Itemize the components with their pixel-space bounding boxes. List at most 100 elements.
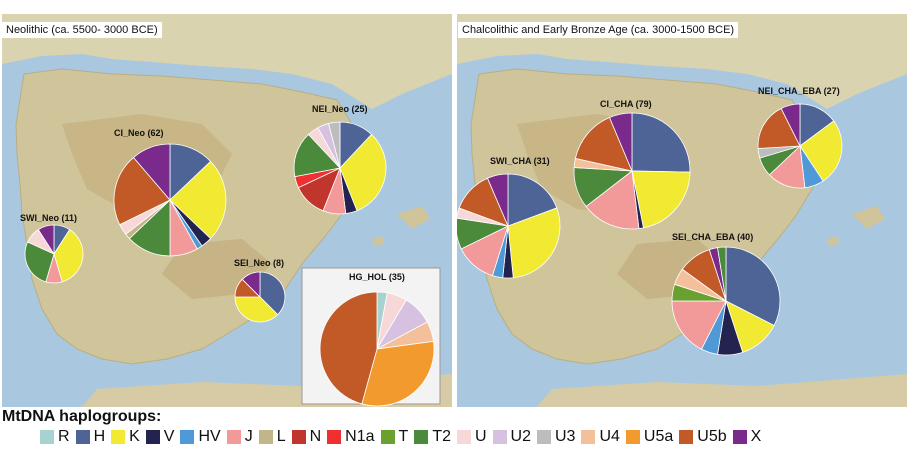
ibiza-island: [372, 236, 384, 246]
legend-swatch: [537, 430, 551, 444]
legend-label: N: [309, 428, 322, 445]
legend-label: L: [276, 428, 286, 445]
pie-label-hg-hol: HG_HOL (35): [349, 272, 405, 282]
legend-swatch: [226, 430, 241, 444]
pie-slice-x: [132, 143, 171, 202]
pie-slice-k: [169, 160, 227, 240]
pie-slice-t2: [293, 133, 341, 178]
pie-slice-t2: [717, 246, 727, 302]
pie-slice-u5b: [574, 117, 633, 172]
pie-slice-h: [631, 112, 691, 173]
pie-ci-neo: CI_Neo (62): [113, 128, 227, 257]
chalcolithic-map: CI_CHA (79) NEI_CHA_EBA (27) SWI_CHA (31) S…: [457, 14, 907, 407]
pie-slice-u5b: [113, 156, 171, 226]
legend-item-u: U: [456, 428, 487, 446]
legend-swatch: [732, 430, 747, 444]
pie-slice-u5b: [757, 107, 801, 149]
legend-label: U5a: [643, 428, 674, 445]
pie-slice-t2: [24, 241, 55, 283]
pie-swi-neo: SWI_Neo (11): [20, 213, 84, 284]
pie-sei-neo: SEI_Neo (8): [234, 258, 286, 323]
legend-item-t: T: [380, 428, 409, 446]
pie-slice-k: [799, 120, 843, 182]
mallorca-island: [397, 206, 430, 229]
pie-slice-k: [339, 133, 387, 212]
legend-swatch: [327, 430, 342, 444]
pie-label-sei-cha-eba: SEI_CHA_EBA (40): [672, 232, 753, 242]
legend-swatch: [258, 430, 273, 444]
legend-label: J: [244, 428, 253, 445]
legend-label: U2: [510, 428, 531, 445]
legend-label: N1a: [345, 428, 375, 445]
pie-slice-h: [259, 271, 286, 316]
legend-item-n1a: N1a: [327, 428, 375, 446]
pie-label-sei-neo: SEI_Neo (8): [234, 258, 284, 268]
legend-item-v: V: [145, 428, 175, 446]
pie-label-ci-cha: CI_CHA (79): [600, 99, 652, 109]
legend-swatch: [456, 430, 471, 444]
pie-label-nei-cha-eba: NEI_CHA_EBA (27): [758, 86, 840, 96]
pie-slice-j: [671, 300, 727, 350]
legend-label: V: [163, 428, 175, 445]
pie-slice-u3: [328, 121, 341, 169]
legend-swatch: [40, 430, 54, 444]
legend-item-h: H: [75, 428, 106, 446]
legend-label: T2: [432, 428, 451, 445]
haplogroup-legend: R H K V HV J L N N1a T T2 U U2 U3 U4 U5a U5b X: [40, 427, 767, 447]
legend-item-n: N: [291, 428, 322, 446]
pie-nei-cha-eba: NEI_CHA_EBA (27): [757, 86, 843, 189]
neolithic-map-panel: CI_Neo (62) NEI_Neo (25) SWI_Neo (11) SEI_N…: [2, 14, 452, 407]
legend-swatch: [111, 430, 126, 444]
legend-item-k: K: [111, 428, 140, 446]
pie-slice-x: [780, 103, 801, 147]
pie-label-nei-neo: NEI_Neo (25): [312, 104, 368, 114]
legend-label: U: [474, 428, 487, 445]
pie-swi-cha: SWI_CHA (31): [457, 156, 561, 279]
legend-item-u4: U4: [581, 428, 620, 446]
mallorca-island: [852, 206, 885, 229]
legend-label: U3: [555, 428, 576, 445]
pie-slice-k: [53, 229, 84, 283]
legend-item-j: J: [226, 428, 253, 446]
legend-item-hv: HV: [180, 428, 221, 446]
pie-label-swi-cha: SWI_CHA (31): [490, 156, 550, 166]
legend-label: R: [58, 428, 70, 445]
pie-label-swi-neo: SWI_Neo (11): [20, 213, 77, 223]
legend-label: K: [129, 428, 140, 445]
legend-label: H: [93, 428, 106, 445]
legend-item-l: L: [258, 428, 286, 446]
legend-swatch: [180, 430, 195, 444]
pie-slice-k: [631, 170, 691, 229]
legend-swatch: [492, 430, 507, 444]
pie-slice-k: [507, 207, 561, 279]
legend-item-u5a: U5a: [625, 428, 674, 446]
pie-slice-x: [241, 271, 261, 298]
legend-item-x: X: [732, 428, 761, 446]
legend-title: MtDNA haplogroups:: [2, 408, 162, 425]
legend-label: HV: [198, 428, 221, 445]
legend-swatch: [679, 430, 694, 444]
legend-label: U5b: [697, 428, 727, 445]
pie-slice-x: [609, 112, 633, 172]
legend-label: U4: [599, 428, 620, 445]
chalcolithic-map-panel: CI_CHA (79) NEI_CHA_EBA (27) SWI_CHA (31) S…: [457, 14, 907, 407]
pie-slice-x: [486, 173, 509, 227]
pie-slice-k: [234, 296, 279, 323]
pie-nei-neo: NEI_Neo (25): [293, 104, 387, 215]
neolithic-period-title: Neolithic (ca. 5500- 3000 BCE): [2, 22, 162, 38]
pie-slice-x: [37, 224, 55, 256]
pie-slice-u5b: [319, 291, 378, 405]
legend-item-u5b: U5b: [679, 428, 727, 446]
pie-slice-h: [725, 246, 781, 327]
legend-swatch: [380, 430, 395, 444]
legend-swatch: [291, 430, 306, 444]
pie-slice-h: [507, 173, 558, 227]
legend-item-u2: U2: [492, 428, 531, 446]
legend-swatch: [581, 430, 596, 444]
pie-slice-t2: [457, 217, 510, 250]
legend-label: T: [398, 428, 409, 445]
pie-hg-hol: HG_HOL (35): [319, 272, 435, 407]
ibiza-island: [827, 236, 839, 246]
pie-slice-u5a: [361, 340, 435, 407]
chalcolithic-period-title: Chalcolithic and Early Bronze Age (ca. 3…: [458, 22, 739, 38]
